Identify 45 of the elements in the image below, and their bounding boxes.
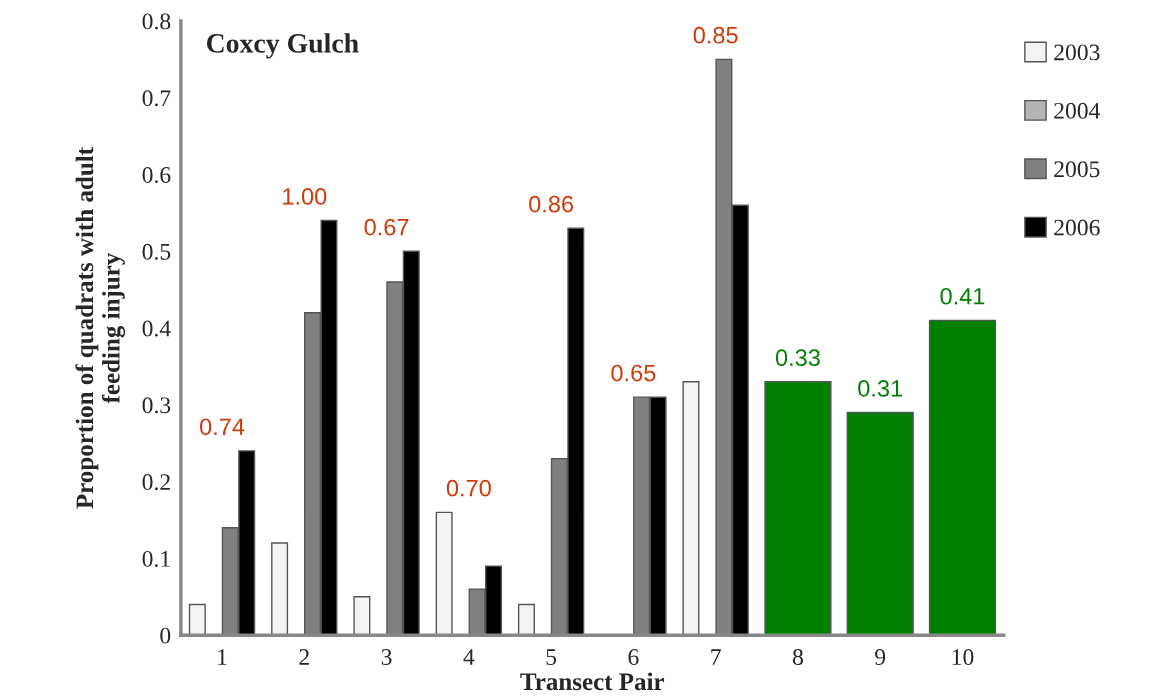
y-tick-label: 0.8	[142, 13, 171, 30]
x-tick-label: 9	[875, 649, 886, 665]
x-tick-label: 2	[299, 649, 309, 665]
annotation: 0.31	[858, 380, 903, 397]
y-axis-title: Proportion of quadrats with adult feeding injury	[75, 147, 125, 509]
annotation: 0.41	[940, 287, 985, 305]
legend-label: 2006	[1054, 219, 1100, 236]
bar	[764, 381, 832, 636]
x-axis-title: Transect Pair	[520, 672, 665, 691]
y-tick-label: 0.2	[142, 474, 170, 491]
bar	[928, 319, 997, 636]
legend-label: 2005	[1054, 161, 1100, 178]
legend-label: 2003	[1054, 44, 1100, 61]
annotation: 0.70	[446, 479, 491, 497]
x-tick-label: 6	[628, 649, 639, 665]
annotation: 0.67	[364, 218, 409, 236]
annotation: 0.33	[775, 349, 820, 367]
legend-label: 2004	[1054, 102, 1101, 119]
y-tick-label: 0.7	[142, 90, 171, 107]
x-tick-label: 10	[952, 649, 974, 665]
y-tick-label: 0.1	[142, 550, 170, 567]
y-tick-label: 0.4	[142, 320, 171, 337]
bar	[517, 603, 535, 636]
bar	[271, 542, 289, 636]
annotation: 0.86	[529, 195, 574, 213]
x-tick-label: 8	[792, 649, 803, 665]
annotation: 0.65	[611, 364, 656, 382]
annotation: 0.85	[693, 26, 738, 44]
bar	[682, 381, 700, 636]
bar	[435, 511, 453, 636]
y-tick-label: 0.6	[142, 166, 171, 184]
bar	[353, 596, 371, 636]
bar	[846, 411, 914, 636]
x-tick-label: 5	[546, 649, 557, 665]
x-tick-label: 4	[463, 649, 475, 665]
chart-title: Coxcy Gulch	[206, 33, 359, 59]
x-tick-label: 7	[711, 649, 721, 665]
x-tick-label: 3	[381, 649, 392, 665]
y-tick-label: 0	[160, 627, 171, 644]
bar	[188, 603, 206, 636]
annotation: 1.00	[283, 188, 327, 205]
annotation: 0.74	[199, 418, 245, 436]
y-tick-label: 0.5	[142, 243, 171, 260]
y-tick-label: 0.3	[142, 397, 171, 414]
x-tick-label: 1	[218, 649, 227, 665]
